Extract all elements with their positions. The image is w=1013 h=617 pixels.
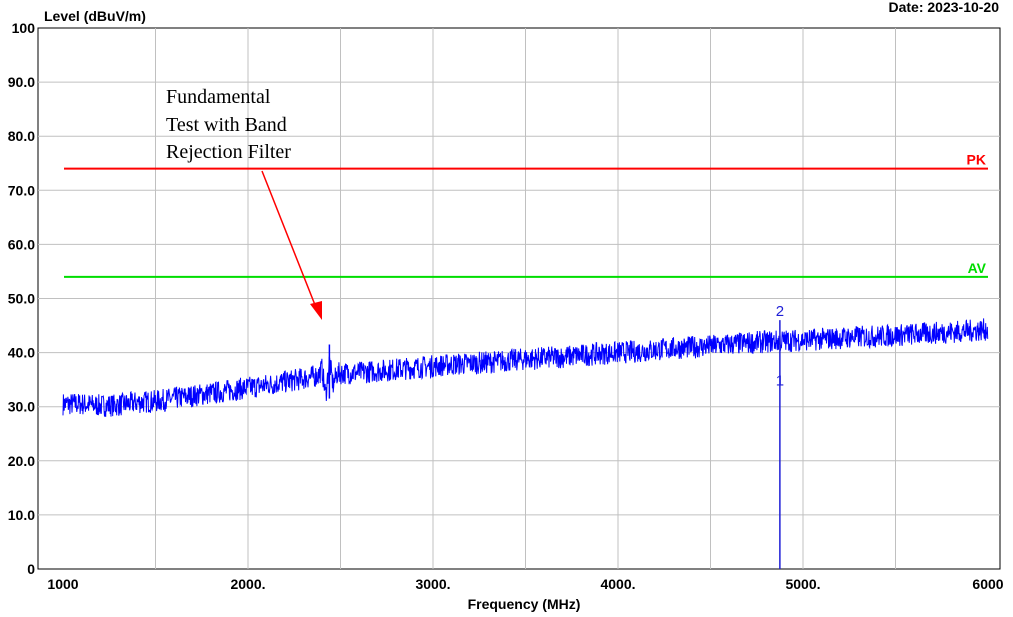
y-tick-label: 30.0 [8, 399, 35, 415]
limit-lines: PK AV [64, 152, 988, 278]
marker-label-1: 1 [776, 373, 784, 390]
x-axis-label: Frequency (MHz) [468, 596, 581, 612]
y-tick-label: 10.0 [8, 507, 35, 523]
markers: 12 [776, 303, 784, 569]
y-axis-label: Level (dBuV/m) [44, 8, 146, 24]
annotation: Fundamental Test with Band Rejection Fil… [166, 86, 322, 320]
y-tick-label: 40.0 [8, 345, 35, 361]
annotation-arrow-head [310, 301, 322, 320]
trace-layer [62, 318, 989, 417]
annotation-line-1: Fundamental [166, 86, 271, 108]
measurement-trace [62, 318, 989, 417]
x-tick-label: 1000 [47, 576, 78, 592]
y-tick-label: 50.0 [8, 291, 35, 307]
annotation-line-2: Test with Band [166, 114, 287, 136]
x-tick-label: 6000 [972, 576, 1003, 592]
y-tick-label: 20.0 [8, 453, 35, 469]
x-tick-label: 3000. [415, 576, 450, 592]
y-tick-label: 80.0 [8, 128, 35, 144]
x-tick-label: 5000. [785, 576, 820, 592]
grid [38, 28, 1000, 569]
y-tick-label: 60.0 [8, 236, 35, 252]
y-tick-label: 70.0 [8, 182, 35, 198]
x-tick-label: 2000. [230, 576, 265, 592]
date-label: Date: 2023-10-20 [888, 0, 999, 15]
y-tick-label: 100 [12, 20, 36, 36]
y-tick-label: 0 [27, 561, 35, 577]
limit-label-pk: PK [967, 152, 986, 168]
y-tick-label: 90.0 [8, 74, 35, 90]
limit-label-av: AV [968, 260, 987, 276]
annotation-arrow [261, 170, 318, 311]
marker-label-2: 2 [776, 303, 784, 320]
tick-labels: 0 10.0 20.0 30.0 40.0 50.0 60.0 70.0 80.0 90.0 100… [8, 20, 1004, 592]
x-tick-label: 4000. [600, 576, 635, 592]
annotation-line-3: Rejection Filter [166, 141, 291, 163]
